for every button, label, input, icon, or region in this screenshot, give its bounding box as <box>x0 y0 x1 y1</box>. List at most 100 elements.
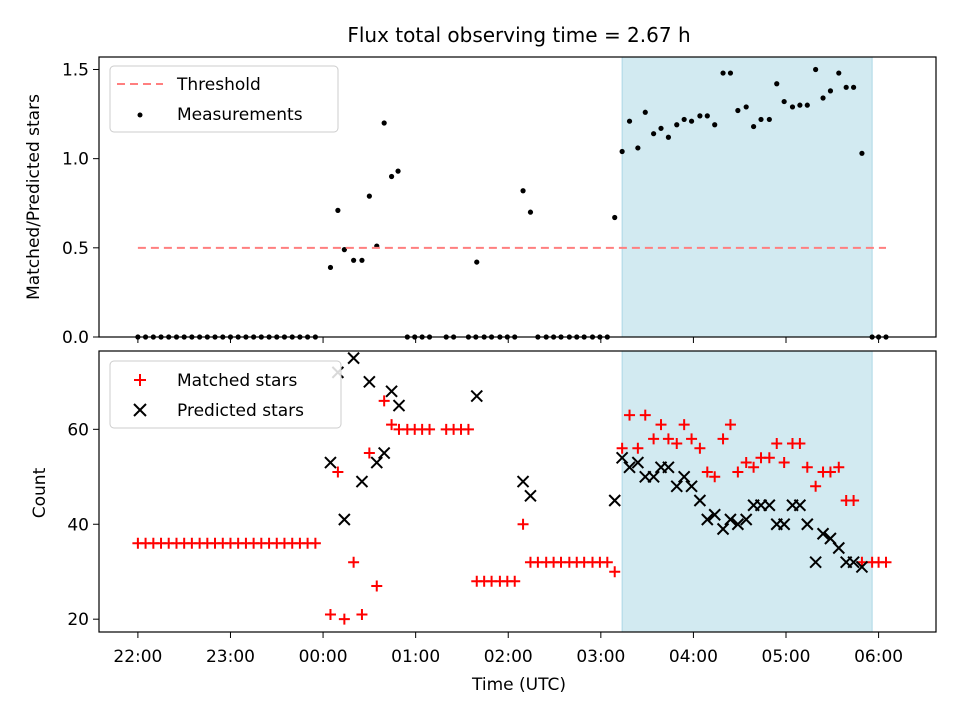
xtick-label-3: 01:00 <box>391 647 440 667</box>
measurement-point-80 <box>766 116 772 123</box>
measurement-point-91 <box>850 84 857 90</box>
highlight-span-top <box>621 56 873 338</box>
predicted-point-13 <box>608 494 621 507</box>
legend-predicted-swatch <box>133 403 147 417</box>
measurement-point-90 <box>843 84 849 90</box>
xtick-label-4: 02:00 <box>484 647 533 667</box>
predicted-point-23 <box>685 480 698 493</box>
count-points <box>132 351 892 625</box>
predicted-point-25 <box>701 513 714 526</box>
measurement-point-86 <box>813 66 819 73</box>
measurement-point-60 <box>612 214 618 221</box>
legend-threshold-label: Threshold <box>176 75 261 95</box>
matched-point-60 <box>609 566 621 578</box>
xtick-label-5: 03:00 <box>576 647 625 667</box>
matched-point-73 <box>709 471 721 483</box>
top-ytick-label-1: 0.5 <box>62 239 89 259</box>
matched-point-24 <box>324 608 336 620</box>
bottom-panel: 20 40 60 22:00 23:00 00:00 01:00 02:00 03:00 04:… <box>30 350 937 695</box>
predicted-point-18 <box>647 470 660 483</box>
matched-point-47 <box>509 575 521 587</box>
bottom-y-axis: 20 40 60 <box>67 420 99 630</box>
top-ytick-label-3: 1.5 <box>62 60 89 80</box>
measurement-point-26 <box>341 247 347 253</box>
measurement-point-84 <box>797 102 803 108</box>
measurement-point-83 <box>789 104 796 110</box>
measurement-point-31 <box>381 120 387 126</box>
matched-point-32 <box>386 419 398 431</box>
matched-point-69 <box>678 419 690 431</box>
matched-point-81 <box>771 438 783 450</box>
matched-point-48 <box>517 518 529 530</box>
measurement-point-67 <box>665 134 672 140</box>
legend-matched-label: Matched stars <box>177 371 297 391</box>
bottom-axes-frame <box>98 350 937 633</box>
matched-point-84 <box>794 438 806 450</box>
matched-point-74 <box>717 433 729 445</box>
measurement-point-76 <box>735 107 741 114</box>
top-ytick-label-2: 1.0 <box>62 150 89 170</box>
measurement-point-48 <box>520 188 526 194</box>
predicted-point-20 <box>662 461 675 474</box>
predicted-point-16 <box>631 456 645 469</box>
measurement-point-70 <box>688 118 695 124</box>
legend-matched-swatch <box>134 374 146 386</box>
predicted-point-4 <box>355 475 369 488</box>
xtick-label-0: 22:00 <box>113 647 162 667</box>
measurement-point-62 <box>626 118 633 124</box>
top-axes-frame <box>98 56 937 338</box>
predicted-point-21 <box>670 480 683 493</box>
predicted-point-44 <box>847 556 860 569</box>
matched-point-91 <box>848 495 860 507</box>
predicted-point-40 <box>816 527 830 540</box>
predicted-point-11 <box>516 475 530 488</box>
matched-point-25 <box>332 466 344 478</box>
predicted-point-12 <box>524 489 537 502</box>
matched-point-70 <box>686 433 698 445</box>
predicted-point-6 <box>370 456 383 469</box>
top-y-axis-label: Matched/Predicted stars <box>24 94 44 300</box>
top-panel: 0.0 0.5 1.0 1.5 Matched/Predicted stars Thr… <box>24 56 937 348</box>
matched-point-62 <box>624 409 636 421</box>
highlight-span-bottom <box>621 350 873 633</box>
matched-point-65 <box>648 433 660 445</box>
measurement-point-78 <box>751 123 757 130</box>
predicted-point-2 <box>338 513 351 526</box>
measurement-point-69 <box>681 116 687 123</box>
bottom-ytick-label-0: 20 <box>67 610 89 630</box>
measurement-point-32 <box>388 173 395 180</box>
top-y-axis: 0.0 0.5 1.0 1.5 <box>62 60 99 348</box>
predicted-point-27 <box>716 522 730 536</box>
measurement-point-87 <box>820 95 826 101</box>
matched-point-26 <box>338 613 350 625</box>
measurement-point-49 <box>527 209 534 215</box>
predicted-point-39 <box>809 556 822 569</box>
matched-point-67 <box>662 433 674 445</box>
xtick-label-6: 04:00 <box>669 647 718 667</box>
predicted-point-15 <box>623 461 636 474</box>
matched-point-68 <box>671 438 683 450</box>
predicted-point-33 <box>763 499 776 512</box>
matched-point-89 <box>833 461 845 473</box>
measurement-point-33 <box>395 168 401 174</box>
predicted-point-14 <box>615 451 629 465</box>
matched-point-23 <box>309 537 321 549</box>
legend-measurements-label: Measurements <box>177 105 303 125</box>
measurement-point-88 <box>827 88 834 94</box>
top-legend: Threshold Measurements <box>109 65 339 133</box>
matched-point-78 <box>748 461 760 473</box>
matched-point-77 <box>740 457 752 469</box>
measurement-point-65 <box>651 131 657 137</box>
measurement-point-25 <box>335 207 341 213</box>
predicted-point-3 <box>347 351 360 365</box>
bottom-ytick-label-1: 40 <box>67 515 89 535</box>
measurement-point-68 <box>674 122 680 128</box>
top-legend-box <box>109 65 339 133</box>
x-axis-label: Time (UTC) <box>471 675 566 695</box>
matched-point-29 <box>363 447 375 459</box>
measurement-point-81 <box>774 81 780 87</box>
predicted-point-10 <box>470 389 483 403</box>
bottom-y-axis-label: Count <box>30 467 50 518</box>
matched-point-71 <box>694 442 706 454</box>
